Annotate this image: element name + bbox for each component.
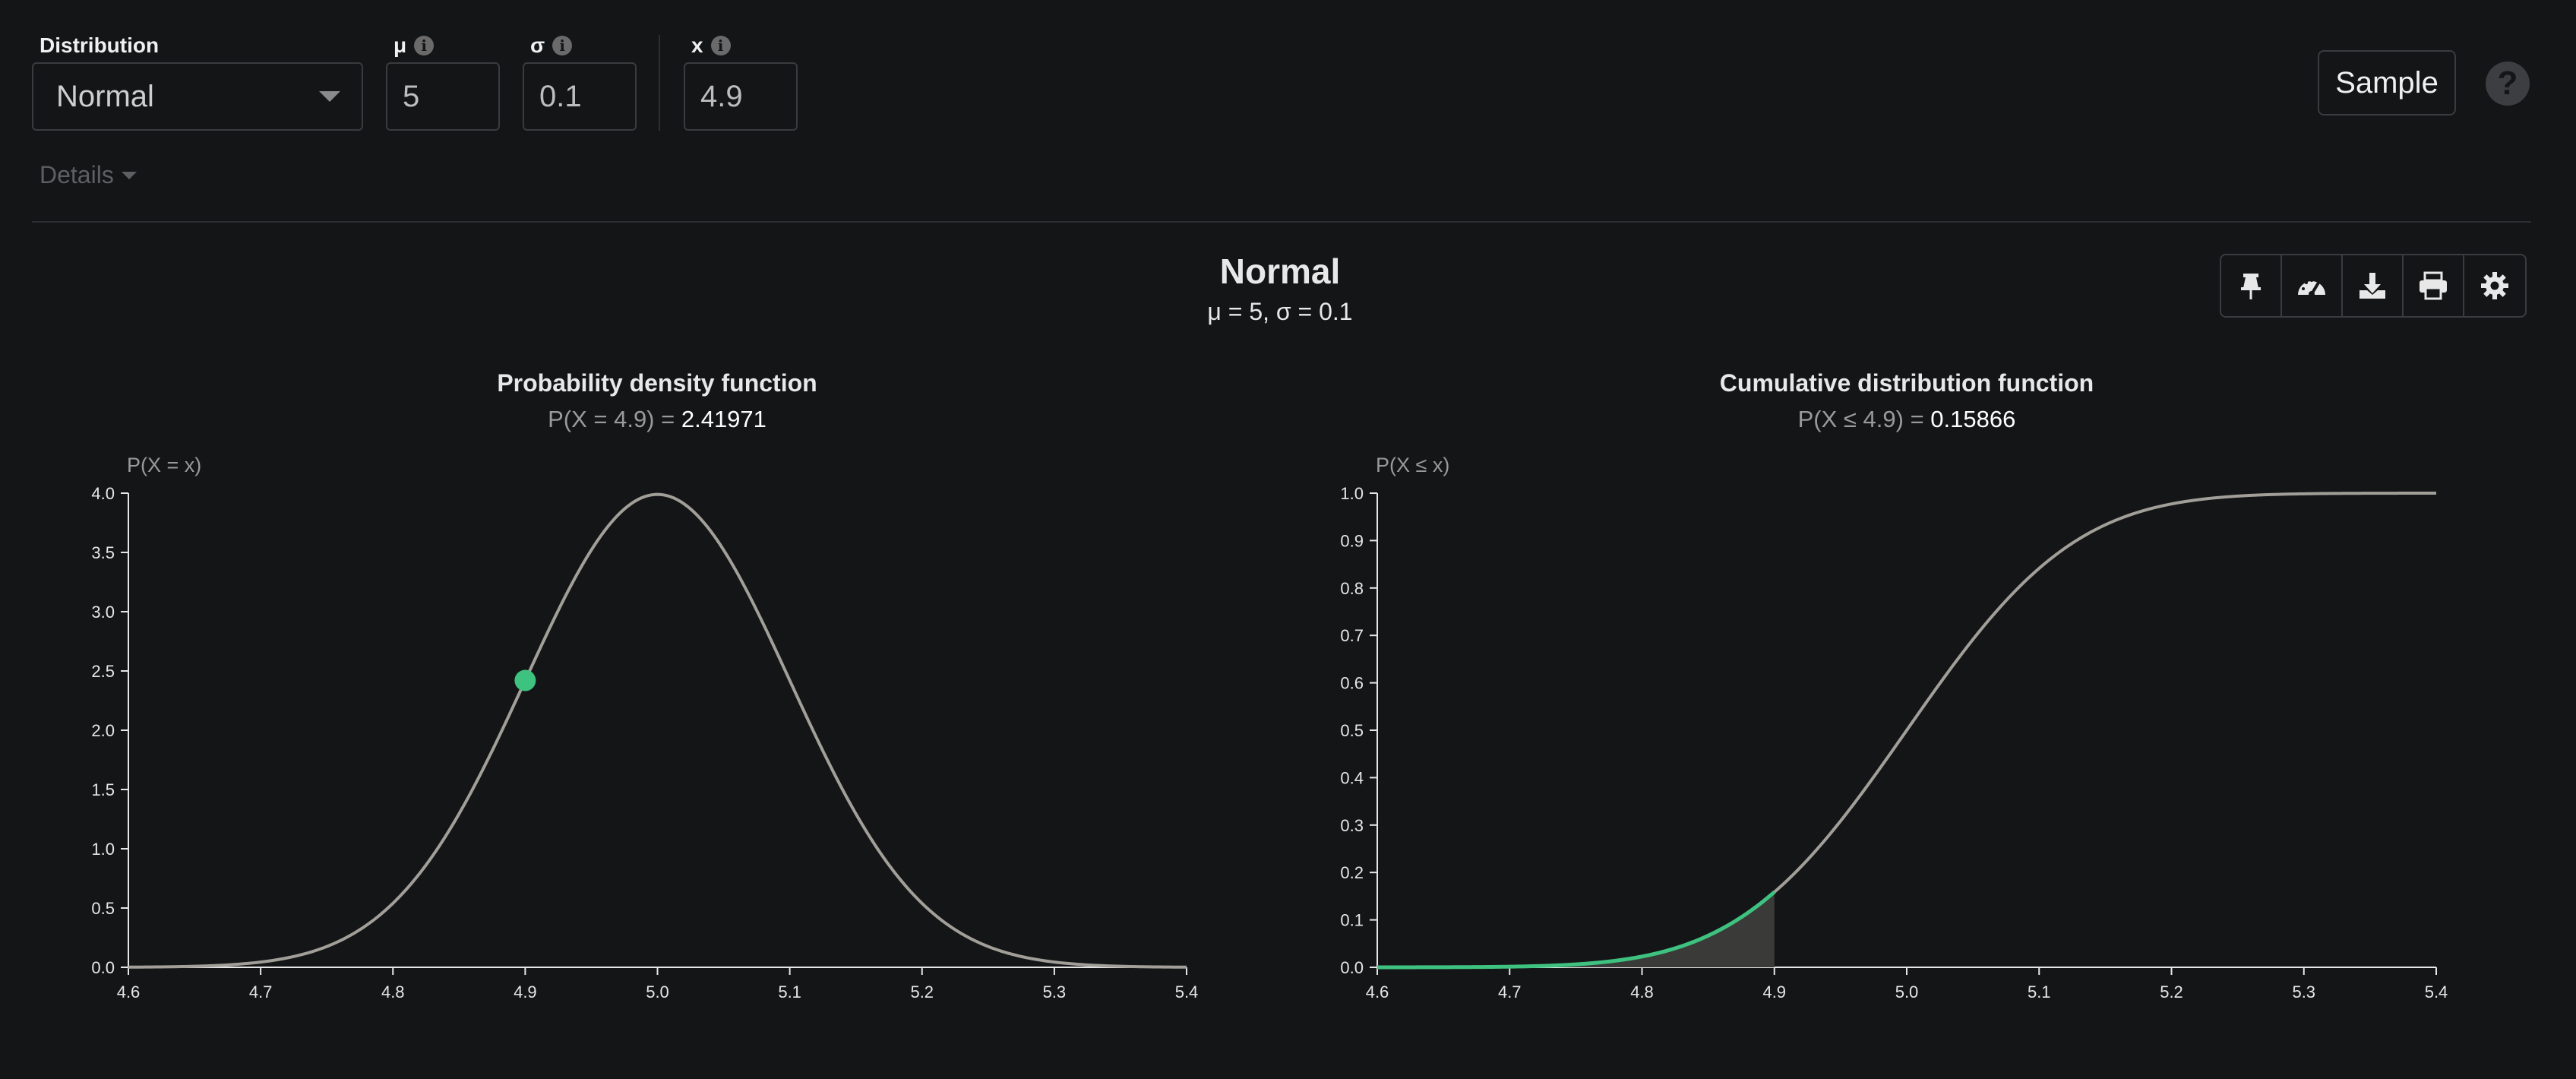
chevron-down-icon [121,171,137,179]
pdf-result: P(X = 4.9) = 2.41971 [380,406,934,433]
details-toggle[interactable]: Details [40,161,137,189]
x-tick-label: 5.1 [2028,982,2051,1001]
x-tick-label: 5.3 [1043,982,1067,1001]
y-tick-label: 0.5 [91,899,115,918]
y-tick-label: 0.2 [1340,863,1364,882]
y-tick-label: 0.6 [1340,674,1364,693]
download-icon [2359,273,2385,299]
x-tick-label: 5.2 [2160,982,2183,1001]
sample-button[interactable]: Sample [2318,50,2456,115]
chart-toolbar [2220,254,2527,318]
y-tick-label: 1.5 [91,780,115,799]
y-tick-label: 0.1 [1340,911,1364,930]
gear-icon [2481,272,2508,299]
y-tick-label: 3.0 [91,603,115,622]
x-tick-label: 5.2 [910,982,934,1001]
pdf-result-label: P(X = 4.9) = [548,406,681,432]
gauge-icon [2298,279,2325,297]
details-label: Details [40,161,114,188]
pin-button[interactable] [2221,255,2282,316]
distribution-select[interactable]: Normal [32,62,363,131]
mu-value: 5 [403,79,420,113]
x-tick-label: 5.1 [778,982,801,1001]
cdf-result-value: 0.15866 [1930,406,2016,432]
y-tick-label: 0.8 [1340,579,1364,598]
cdf-result-label: P(X ≤ 4.9) = [1797,406,1931,432]
y-tick-label: 0.5 [1340,721,1364,740]
y-tick-label: 0.0 [1340,958,1364,977]
y-tick-label: 4.0 [91,484,115,503]
x-tick-label: 4.8 [381,982,405,1001]
y-tick-label: 2.5 [91,662,115,681]
y-tick-label: 1.0 [91,840,115,859]
pdf-marker-point [514,669,536,691]
print-icon [2420,271,2447,300]
pdf-title: Probability density function [497,369,817,397]
page-title: Normal [1219,252,1341,291]
cdf-result: P(X ≤ 4.9) = 0.15866 [1629,406,2184,433]
y-tick-label: 0.4 [1340,768,1364,787]
cdf-curve [1377,492,2436,969]
x-value: 4.9 [700,79,743,113]
y-tick-label: 0.7 [1340,626,1364,645]
sigma-value: 0.1 [539,79,582,113]
separator [32,221,2531,223]
y-axis-label: P(X = x) [127,454,201,476]
y-tick-label: 1.0 [1340,484,1364,503]
y-tick-label: 2.0 [91,721,115,740]
cdf-chart: P(X ≤ x) 0.0 0.1 0.2 0.3 0.4 0.5 0.6 0.7 0.8 0.9 1.… [1340,454,2448,1001]
x-tick-label: 4.8 [1630,982,1654,1001]
sigma-input[interactable]: 0.1 [523,62,637,131]
x-tick-label: 4.9 [1762,982,1786,1001]
x-input[interactable]: 4.9 [684,62,798,131]
x-tick-label: 5.4 [1175,982,1199,1001]
y-tick-label: 0.3 [1340,816,1364,835]
y-tick-label: 3.5 [91,543,115,562]
sample-button-label: Sample [2335,65,2439,100]
page-subtitle: μ = 5, σ = 0.1 [1207,298,1353,325]
info-icon[interactable]: i [552,36,573,55]
cdf-title: Cumulative distribution function [1719,369,2094,397]
y-axis-label: P(X ≤ x) [1376,454,1449,476]
cdf-shaded-area [1377,892,1775,967]
x-tick-label: 4.7 [249,982,273,1001]
info-icon[interactable]: i [710,36,731,55]
settings-button[interactable] [2464,255,2525,316]
distribution-value: Normal [56,79,154,113]
mu-input[interactable]: 5 [386,62,500,131]
divider [659,35,660,131]
x-tick-label: 5.3 [2292,982,2315,1001]
distribution-label: Distribution [40,33,160,57]
pin-icon [2241,274,2261,299]
x-tick-label: 5.0 [646,982,669,1001]
y-tick-label: 0.9 [1340,531,1364,550]
pdf-result-value: 2.41971 [681,406,766,432]
info-icon[interactable]: i [414,36,435,55]
gauge-button[interactable] [2282,255,2343,316]
pdf-chart: P(X = x) 0.0 0.5 1.0 1.5 2.0 2.5 3.0 3.5 4.0 4.6 4.… [91,454,1199,1001]
x-tick-label: 4.6 [1366,982,1389,1001]
pdf-curve [128,492,1187,969]
x-tick-label: 4.6 [117,982,141,1001]
chevron-down-icon [319,91,340,102]
x-tick-label: 4.9 [514,982,537,1001]
x-tick-label: 5.0 [1895,982,1919,1001]
print-button[interactable] [2404,255,2464,316]
y-tick-label: 0.0 [91,958,115,977]
help-icon[interactable]: ? [2486,62,2530,106]
x-tick-label: 5.4 [2425,982,2448,1001]
download-button[interactable] [2343,255,2404,316]
x-tick-label: 4.7 [1498,982,1522,1001]
cdf-highlight-curve [1377,891,1776,970]
